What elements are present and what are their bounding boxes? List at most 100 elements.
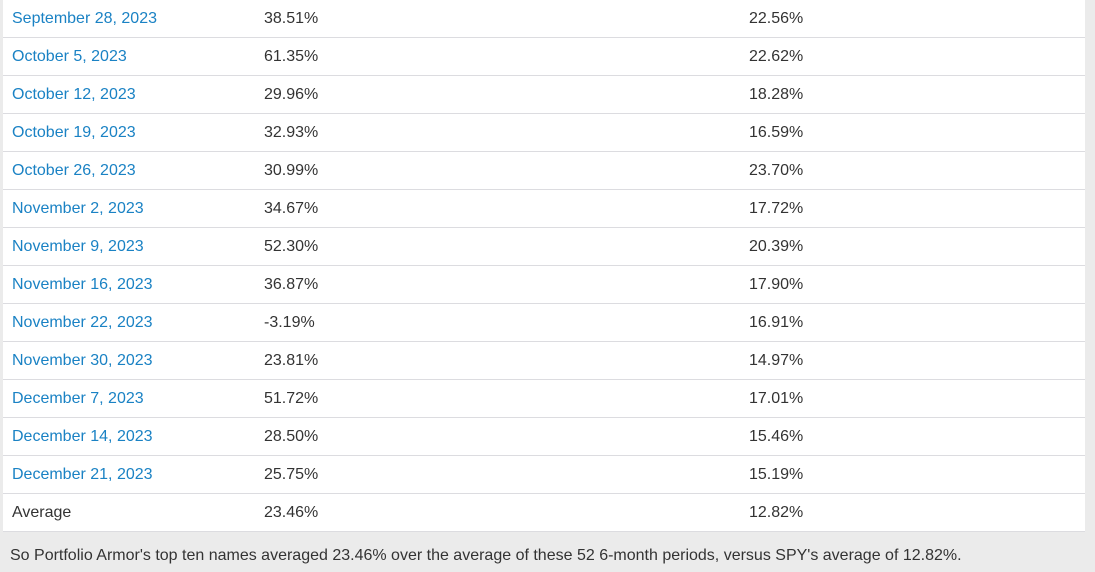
date-link[interactable]: October 12, 2023 <box>12 86 136 103</box>
table-row: October 26, 2023 30.99% 23.70% <box>3 151 1085 190</box>
date-link[interactable]: December 7, 2023 <box>12 390 144 407</box>
performance-table: September 28, 2023 38.51% 22.56% October 5,… <box>3 0 1085 532</box>
table-row: Average 23.46% 12.82% <box>3 493 1085 532</box>
spy-return-value: 15.46% <box>749 428 804 445</box>
top-ten-return-value: 52.30% <box>264 238 319 255</box>
spy-return-cell: 22.62% <box>740 37 1085 76</box>
date-link[interactable]: November 2, 2023 <box>12 200 144 217</box>
top-ten-return-cell: 52.30% <box>255 227 740 266</box>
top-ten-return-value: 38.51% <box>264 10 319 27</box>
top-ten-return-value: 25.75% <box>264 466 319 483</box>
spy-return-value: 17.72% <box>749 200 804 217</box>
performance-table-container: September 28, 2023 38.51% 22.56% October 5,… <box>3 0 1085 532</box>
date-link[interactable]: October 5, 2023 <box>12 48 127 65</box>
spy-return-cell: 12.82% <box>740 493 1085 532</box>
table-row: November 16, 2023 36.87% 17.90% <box>3 265 1085 304</box>
top-ten-return-value: 23.81% <box>264 352 319 369</box>
date-cell: November 22, 2023 <box>3 303 255 342</box>
top-ten-return-value: 30.99% <box>264 162 319 179</box>
date-link[interactable]: November 16, 2023 <box>12 276 153 293</box>
top-ten-return-cell: 51.72% <box>255 379 740 418</box>
spy-return-cell: 17.72% <box>740 189 1085 228</box>
table-row: October 5, 2023 61.35% 22.62% <box>3 37 1085 76</box>
date-cell: October 26, 2023 <box>3 151 255 190</box>
date-cell: October 5, 2023 <box>3 37 255 76</box>
spy-return-cell: 16.59% <box>740 113 1085 152</box>
date-cell: December 14, 2023 <box>3 417 255 456</box>
table-row: December 21, 2023 25.75% 15.19% <box>3 455 1085 494</box>
spy-return-value: 15.19% <box>749 466 804 483</box>
spy-return-cell: 18.28% <box>740 75 1085 114</box>
table-row: December 14, 2023 28.50% 15.46% <box>3 417 1085 456</box>
date-link[interactable]: December 14, 2023 <box>12 428 153 445</box>
top-ten-return-cell: 61.35% <box>255 37 740 76</box>
top-ten-return-value: 23.46% <box>264 504 319 521</box>
spy-return-value: 17.01% <box>749 390 804 407</box>
conclusion-text: So Portfolio Armor's top ten names avera… <box>10 547 962 564</box>
spy-return-cell: 15.19% <box>740 455 1085 494</box>
spy-return-value: 17.90% <box>749 276 804 293</box>
table-row: November 2, 2023 34.67% 17.72% <box>3 189 1085 228</box>
table-row: October 12, 2023 29.96% 18.28% <box>3 75 1085 114</box>
top-ten-return-cell: 34.67% <box>255 189 740 228</box>
date-cell: November 30, 2023 <box>3 341 255 380</box>
top-ten-return-value: 61.35% <box>264 48 319 65</box>
spy-return-cell: 22.56% <box>740 0 1085 38</box>
spy-return-cell: 23.70% <box>740 151 1085 190</box>
date-link[interactable]: November 9, 2023 <box>12 238 144 255</box>
table-row: November 30, 2023 23.81% 14.97% <box>3 341 1085 380</box>
spy-return-cell: 17.90% <box>740 265 1085 304</box>
date-cell: October 12, 2023 <box>3 75 255 114</box>
top-ten-return-value: 51.72% <box>264 390 319 407</box>
top-ten-return-value: -3.19% <box>264 314 315 331</box>
spy-return-cell: 17.01% <box>740 379 1085 418</box>
date-cell: September 28, 2023 <box>3 0 255 38</box>
top-ten-return-cell: 36.87% <box>255 265 740 304</box>
spy-return-value: 23.70% <box>749 162 804 179</box>
table-row: September 28, 2023 38.51% 22.56% <box>3 0 1085 38</box>
top-ten-return-value: 36.87% <box>264 276 319 293</box>
spy-return-value: 22.62% <box>749 48 804 65</box>
date-link[interactable]: December 21, 2023 <box>12 466 153 483</box>
spy-return-cell: 20.39% <box>740 227 1085 266</box>
top-ten-return-cell: 23.46% <box>255 493 740 532</box>
spy-return-value: 20.39% <box>749 238 804 255</box>
top-ten-return-cell: 28.50% <box>255 417 740 456</box>
top-ten-return-value: 29.96% <box>264 86 319 103</box>
date-link[interactable]: November 22, 2023 <box>12 314 153 331</box>
top-ten-return-cell: 23.81% <box>255 341 740 380</box>
table-row: December 7, 2023 51.72% 17.01% <box>3 379 1085 418</box>
top-ten-return-cell: 30.99% <box>255 151 740 190</box>
spy-return-value: 12.82% <box>749 504 804 521</box>
spy-return-value: 16.91% <box>749 314 804 331</box>
table-row: November 22, 2023 -3.19% 16.91% <box>3 303 1085 342</box>
top-ten-return-value: 28.50% <box>264 428 319 445</box>
spy-return-cell: 15.46% <box>740 417 1085 456</box>
date-link[interactable]: November 30, 2023 <box>12 352 153 369</box>
spy-return-value: 14.97% <box>749 352 804 369</box>
date-link[interactable]: October 19, 2023 <box>12 124 136 141</box>
date-cell: October 19, 2023 <box>3 113 255 152</box>
date-link[interactable]: October 26, 2023 <box>12 162 136 179</box>
date-cell: November 16, 2023 <box>3 265 255 304</box>
spy-return-value: 16.59% <box>749 124 804 141</box>
date-cell: November 9, 2023 <box>3 227 255 266</box>
top-ten-return-value: 34.67% <box>264 200 319 217</box>
top-ten-return-cell: 32.93% <box>255 113 740 152</box>
spy-return-value: 22.56% <box>749 10 804 27</box>
top-ten-return-cell: -3.19% <box>255 303 740 342</box>
top-ten-return-cell: 38.51% <box>255 0 740 38</box>
average-label: Average <box>12 504 72 521</box>
performance-table-body: September 28, 2023 38.51% 22.56% October 5,… <box>3 0 1085 532</box>
table-row: October 19, 2023 32.93% 16.59% <box>3 113 1085 152</box>
date-cell: November 2, 2023 <box>3 189 255 228</box>
date-cell: December 21, 2023 <box>3 455 255 494</box>
date-link[interactable]: September 28, 2023 <box>12 10 157 27</box>
date-cell: Average <box>3 493 255 532</box>
spy-return-cell: 16.91% <box>740 303 1085 342</box>
table-row: November 9, 2023 52.30% 20.39% <box>3 227 1085 266</box>
top-ten-return-cell: 25.75% <box>255 455 740 494</box>
spy-return-cell: 14.97% <box>740 341 1085 380</box>
top-ten-return-value: 32.93% <box>264 124 319 141</box>
